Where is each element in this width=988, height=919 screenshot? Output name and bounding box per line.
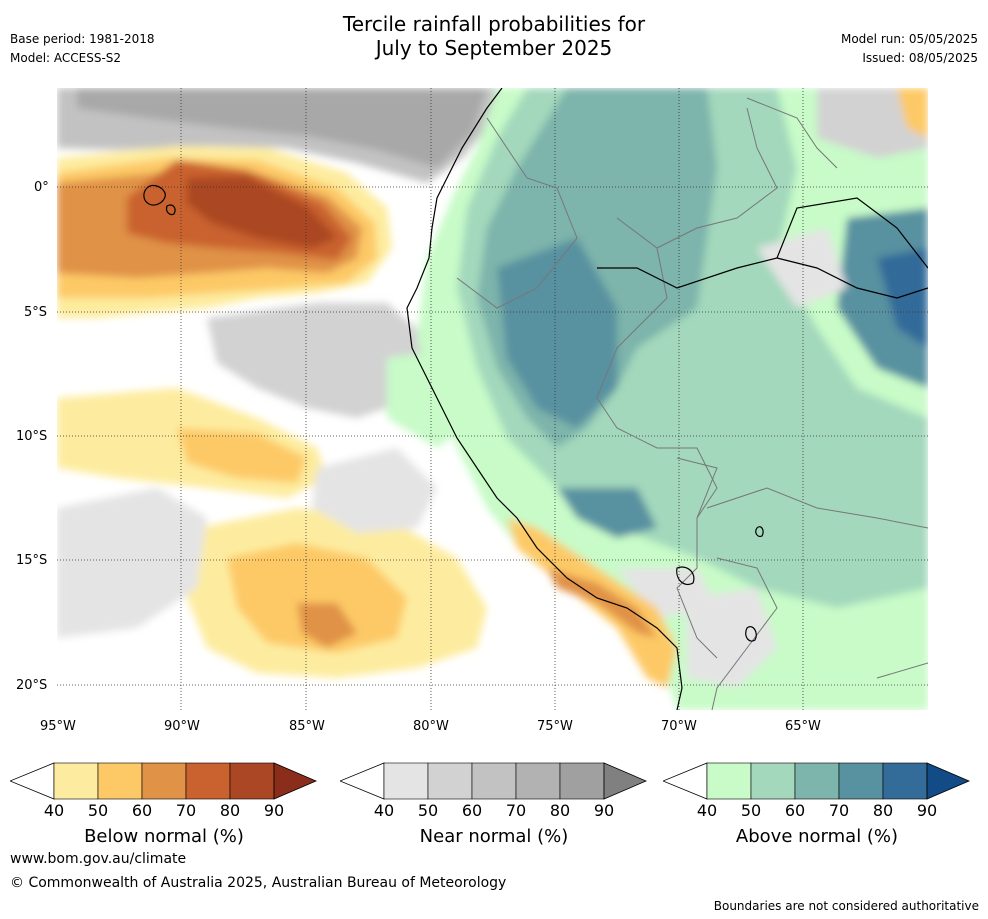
map-title: Tercile rainfall probabilities for July … [0,12,988,60]
colorbar-above-title: Above normal (%) [735,826,899,847]
website-link[interactable]: www.bom.gov.au/climate [10,851,187,867]
colorbar-below-segment-70-80 [185,762,231,800]
boundaries-disclaimer: Boundaries are not considered authoritat… [713,899,979,913]
colorbar-below-segment-over [273,762,318,800]
rainfall-probability-map [57,88,928,710]
base-period: Base period: 1981-2018 [10,32,155,46]
colorbar-below-segment-under [10,762,55,800]
colorbar-near-segment-80-90 [559,762,605,800]
below-tick-40: 40 [43,801,65,820]
colorbar-above-normal [663,762,971,800]
colorbar-near-segment-40-50 [383,762,429,800]
lon-label-70w: 70°W [661,719,697,734]
below-tick-70: 70 [175,801,197,820]
copyright-notice: © Commonwealth of Australia 2025, Austra… [10,875,507,891]
colorbar-below-segment-80-90 [229,762,275,800]
near-tick-60: 60 [461,801,483,820]
near-tick-90: 90 [593,801,615,820]
lon-label-65w: 65°W [785,719,821,734]
above-tick-40: 40 [696,801,718,820]
lat-label-20s: 20°S [16,678,48,693]
lon-label-80w: 80°W [413,719,449,734]
colorbar-above-segment-70-80 [838,762,884,800]
model-run: Model run: 05/05/2025 [840,32,978,46]
above-tick-70: 70 [828,801,850,820]
lat-label-0: 0° [34,180,49,195]
colorbar-below-segment-60-70 [141,762,187,800]
lat-label-5s: 5°S [24,305,48,320]
title-line-1: Tercile rainfall probabilities for [342,12,646,36]
below-tick-80: 80 [219,801,241,820]
above-tick-80: 80 [872,801,894,820]
colorbar-below-title: Below normal (%) [84,826,244,847]
colorbar-above-segment-over [926,762,971,800]
lon-label-85w: 85°W [289,719,325,734]
colorbar-below-segment-40-50 [53,762,99,800]
near-tick-80: 80 [549,801,571,820]
near-tick-50: 50 [417,801,439,820]
below-tick-90: 90 [263,801,285,820]
near-tick-70: 70 [505,801,527,820]
colorbar-near-title: Near normal (%) [419,826,569,847]
above-tick-90: 90 [916,801,938,820]
below-tick-60: 60 [131,801,153,820]
colorbar-near-segment-60-70 [471,762,517,800]
lon-label-95w: 95°W [40,719,76,734]
issued-date: Issued: 08/05/2025 [862,51,978,65]
below-tick-50: 50 [87,801,109,820]
title-line-2: July to September 2025 [375,36,613,60]
colorbar-near-segment-70-80 [515,762,561,800]
colorbar-below-segment-50-60 [97,762,143,800]
colorbar-above-segment-40-50 [706,762,752,800]
colorbar-near-segment-under [340,762,385,800]
colorbar-near-normal [340,762,648,800]
colorbar-above-segment-50-60 [750,762,796,800]
colorbar-above-segment-60-70 [794,762,840,800]
colorbar-near-segment-50-60 [427,762,473,800]
near-tick-40: 40 [373,801,395,820]
lat-label-10s: 10°S [16,429,48,444]
above-tick-50: 50 [740,801,762,820]
above-tick-60: 60 [784,801,806,820]
lon-label-75w: 75°W [537,719,573,734]
colorbar-above-segment-under [663,762,708,800]
colorbar-above-segment-80-90 [882,762,928,800]
lat-label-15s: 15°S [16,553,48,568]
colorbar-near-segment-over [603,762,648,800]
lon-label-90w: 90°W [164,719,200,734]
colorbar-below-normal [10,762,318,800]
model-name: Model: ACCESS-S2 [10,51,122,65]
